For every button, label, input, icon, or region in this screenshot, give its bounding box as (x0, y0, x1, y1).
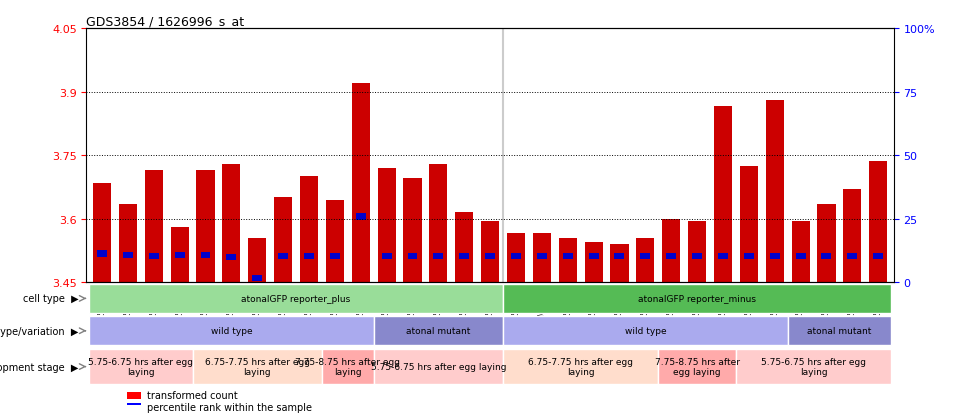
Bar (744, 253, 753, 259)
Text: GDS3854 / 1626996_s_at: GDS3854 / 1626996_s_at (86, 15, 245, 28)
Text: 5.75-6.75 hrs after egg
laying: 5.75-6.75 hrs after egg laying (88, 357, 193, 376)
Bar (404, 179, 422, 282)
Bar (485, 253, 495, 259)
Bar (662, 219, 680, 282)
FancyBboxPatch shape (192, 349, 322, 385)
FancyBboxPatch shape (89, 349, 192, 385)
Bar (688, 221, 706, 282)
Bar (718, 253, 727, 259)
Bar (740, 166, 758, 282)
Bar (175, 252, 185, 258)
Bar (196, 171, 214, 282)
Bar (127, 392, 141, 399)
Bar (869, 162, 887, 282)
Bar (532, 234, 551, 282)
Bar (378, 169, 396, 282)
Text: 5.75-6.75 hrs after egg
laying: 5.75-6.75 hrs after egg laying (761, 357, 866, 376)
Bar (818, 204, 835, 282)
Text: atonal mutant: atonal mutant (407, 326, 471, 335)
Bar (640, 253, 651, 259)
Bar (248, 238, 266, 282)
Bar (227, 254, 236, 260)
Bar (822, 253, 831, 259)
FancyBboxPatch shape (322, 349, 374, 385)
Bar (537, 253, 547, 259)
Bar (558, 238, 577, 282)
Bar (589, 253, 599, 259)
Bar (796, 253, 805, 259)
Text: 6.75-7.75 hrs after egg
laying: 6.75-7.75 hrs after egg laying (529, 357, 633, 376)
FancyBboxPatch shape (503, 284, 891, 313)
Bar (770, 253, 779, 259)
Bar (97, 251, 107, 257)
Bar (433, 253, 443, 259)
Bar (274, 198, 292, 282)
Bar (511, 253, 521, 259)
Text: atonalGFP reporter_minus: atonalGFP reporter_minus (638, 294, 756, 303)
Text: atonal mutant: atonal mutant (807, 326, 872, 335)
Bar (352, 84, 370, 282)
Bar (201, 252, 210, 258)
FancyBboxPatch shape (788, 316, 891, 346)
Text: wild type: wild type (625, 326, 666, 335)
Bar (93, 183, 111, 282)
Bar (610, 244, 628, 282)
Text: development stage  ▶: development stage ▶ (0, 362, 79, 372)
Text: 7.75-8.75 hrs after
egg laying: 7.75-8.75 hrs after egg laying (654, 357, 740, 376)
FancyBboxPatch shape (89, 316, 374, 346)
Text: transformed count: transformed count (147, 391, 237, 401)
Bar (127, 403, 141, 410)
Bar (844, 190, 861, 282)
Text: atonalGFP reporter_plus: atonalGFP reporter_plus (241, 294, 351, 303)
Bar (456, 213, 474, 282)
Bar (382, 253, 391, 259)
Text: 7.75-8.75 hrs after egg
laying: 7.75-8.75 hrs after egg laying (295, 357, 401, 376)
Bar (300, 177, 318, 282)
Bar (481, 221, 499, 282)
FancyBboxPatch shape (658, 349, 736, 385)
Bar (407, 253, 417, 259)
FancyBboxPatch shape (736, 349, 891, 385)
Bar (278, 253, 288, 259)
Bar (614, 253, 625, 259)
Bar (874, 253, 883, 259)
Bar (430, 164, 448, 282)
Text: wild type: wild type (210, 326, 252, 335)
Bar (145, 171, 162, 282)
Bar (692, 253, 702, 259)
Bar (714, 107, 732, 282)
Bar (171, 228, 188, 282)
FancyBboxPatch shape (374, 349, 503, 385)
FancyBboxPatch shape (89, 284, 503, 313)
Text: cell type  ▶: cell type ▶ (23, 294, 79, 304)
Text: 5.75-6.75 hrs after egg laying: 5.75-6.75 hrs after egg laying (371, 362, 506, 371)
Bar (792, 221, 809, 282)
Bar (123, 252, 133, 258)
Bar (149, 253, 159, 259)
Bar (253, 275, 262, 282)
Bar (356, 214, 366, 220)
Bar (666, 253, 677, 259)
Bar (507, 234, 525, 282)
Text: percentile rank within the sample: percentile rank within the sample (147, 401, 312, 412)
Bar (119, 204, 137, 282)
Text: 6.75-7.75 hrs after egg
laying: 6.75-7.75 hrs after egg laying (205, 357, 309, 376)
Bar (848, 253, 857, 259)
Bar (636, 238, 654, 282)
Bar (459, 253, 469, 259)
Bar (326, 200, 344, 282)
Text: genotype/variation  ▶: genotype/variation ▶ (0, 326, 79, 336)
Bar (222, 164, 240, 282)
FancyBboxPatch shape (374, 316, 503, 346)
FancyBboxPatch shape (503, 316, 788, 346)
Bar (330, 253, 340, 259)
FancyBboxPatch shape (503, 349, 658, 385)
Bar (304, 253, 314, 259)
Bar (584, 242, 603, 282)
Bar (563, 253, 573, 259)
Bar (766, 101, 784, 282)
